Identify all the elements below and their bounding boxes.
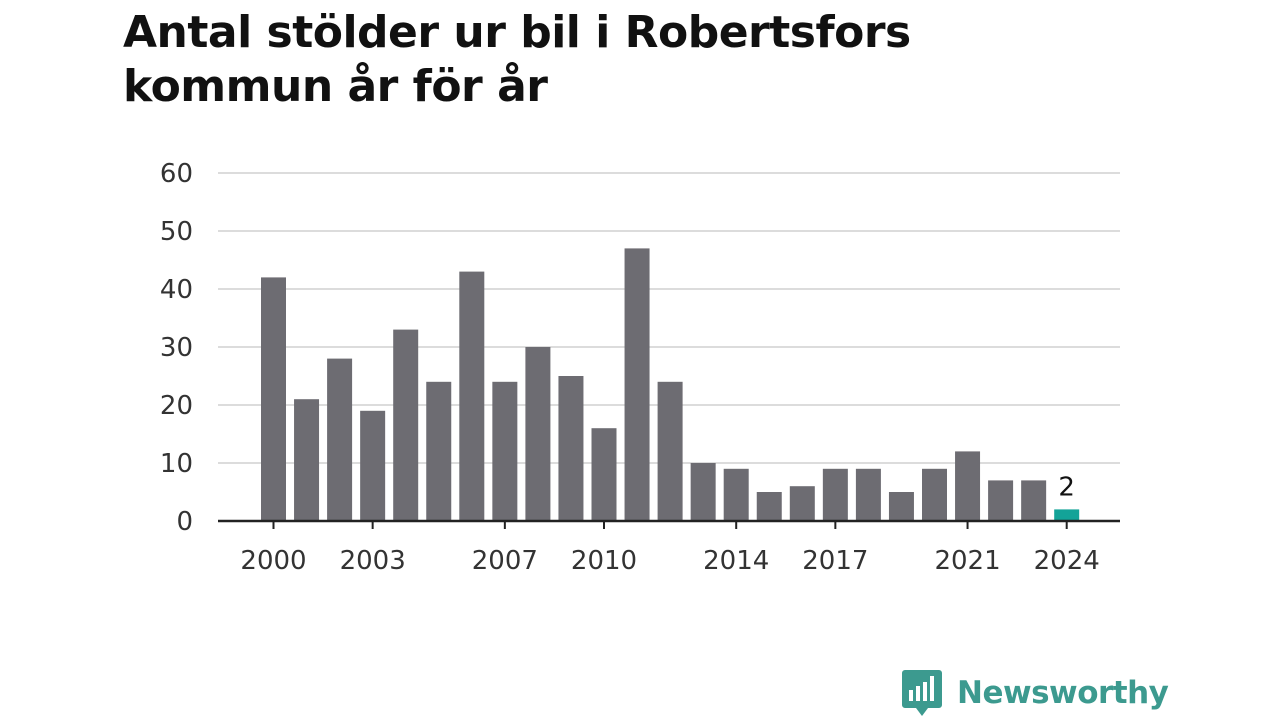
bar-2019 <box>888 492 914 521</box>
newsworthy-logo: Newsworthy <box>902 670 1169 716</box>
bar-2020 <box>922 468 947 521</box>
bar-2011 <box>624 248 650 521</box>
bar-2000 <box>261 277 286 521</box>
x-tick-label: 2010 <box>571 546 637 576</box>
bar-2021 <box>955 451 981 521</box>
x-axis-ticks: 2000 2003 2007 2010 2014 2017 2021 2024 <box>240 521 1100 576</box>
x-tick-label: 2024 <box>1034 546 1100 576</box>
y-tick-label: 0 <box>176 507 193 537</box>
bar-2017 <box>822 468 848 521</box>
bars <box>261 248 1080 521</box>
data-labels: 2 <box>1058 472 1075 502</box>
x-tick-label: 2003 <box>340 546 406 576</box>
bar-2015 <box>756 492 782 521</box>
bar-2012 <box>657 381 683 521</box>
bar-2024 <box>1054 509 1080 521</box>
bar-2005 <box>426 381 452 521</box>
bar-2003 <box>360 410 386 521</box>
bar-2002 <box>327 358 353 521</box>
bar-2009 <box>558 376 584 521</box>
bar-2008 <box>525 347 551 521</box>
x-tick-label: 2014 <box>703 546 769 576</box>
data-label-2024: 2 <box>1058 472 1075 502</box>
y-axis-ticks: 0 10 20 30 40 50 60 <box>160 159 193 537</box>
bar-2023 <box>1021 480 1047 521</box>
x-tick-label: 2007 <box>472 546 538 576</box>
bar-2022 <box>988 480 1014 521</box>
bar-2010 <box>591 428 617 521</box>
bar-2001 <box>294 399 320 521</box>
bar-2018 <box>855 468 881 521</box>
x-tick-label: 2017 <box>802 546 868 576</box>
bar-2006 <box>459 271 485 521</box>
bar-2007 <box>492 381 518 521</box>
logo-text: Newsworthy <box>957 675 1169 711</box>
bar-2013 <box>690 463 716 521</box>
y-tick-label: 30 <box>160 333 193 363</box>
y-tick-label: 10 <box>160 449 193 479</box>
chart-title: Antal stölder ur bil i Robertsfors kommu… <box>123 7 911 112</box>
bar-2014 <box>723 468 749 521</box>
y-tick-label: 60 <box>160 159 193 189</box>
y-tick-label: 50 <box>160 217 193 247</box>
x-tick-label: 2000 <box>240 546 306 576</box>
bar-2016 <box>789 486 815 521</box>
y-tick-label: 40 <box>160 275 193 305</box>
y-tick-label: 20 <box>160 391 193 421</box>
newsworthy-chat-bar-icon <box>902 670 942 716</box>
x-tick-label: 2021 <box>934 546 1000 576</box>
bar-2004 <box>393 329 419 521</box>
